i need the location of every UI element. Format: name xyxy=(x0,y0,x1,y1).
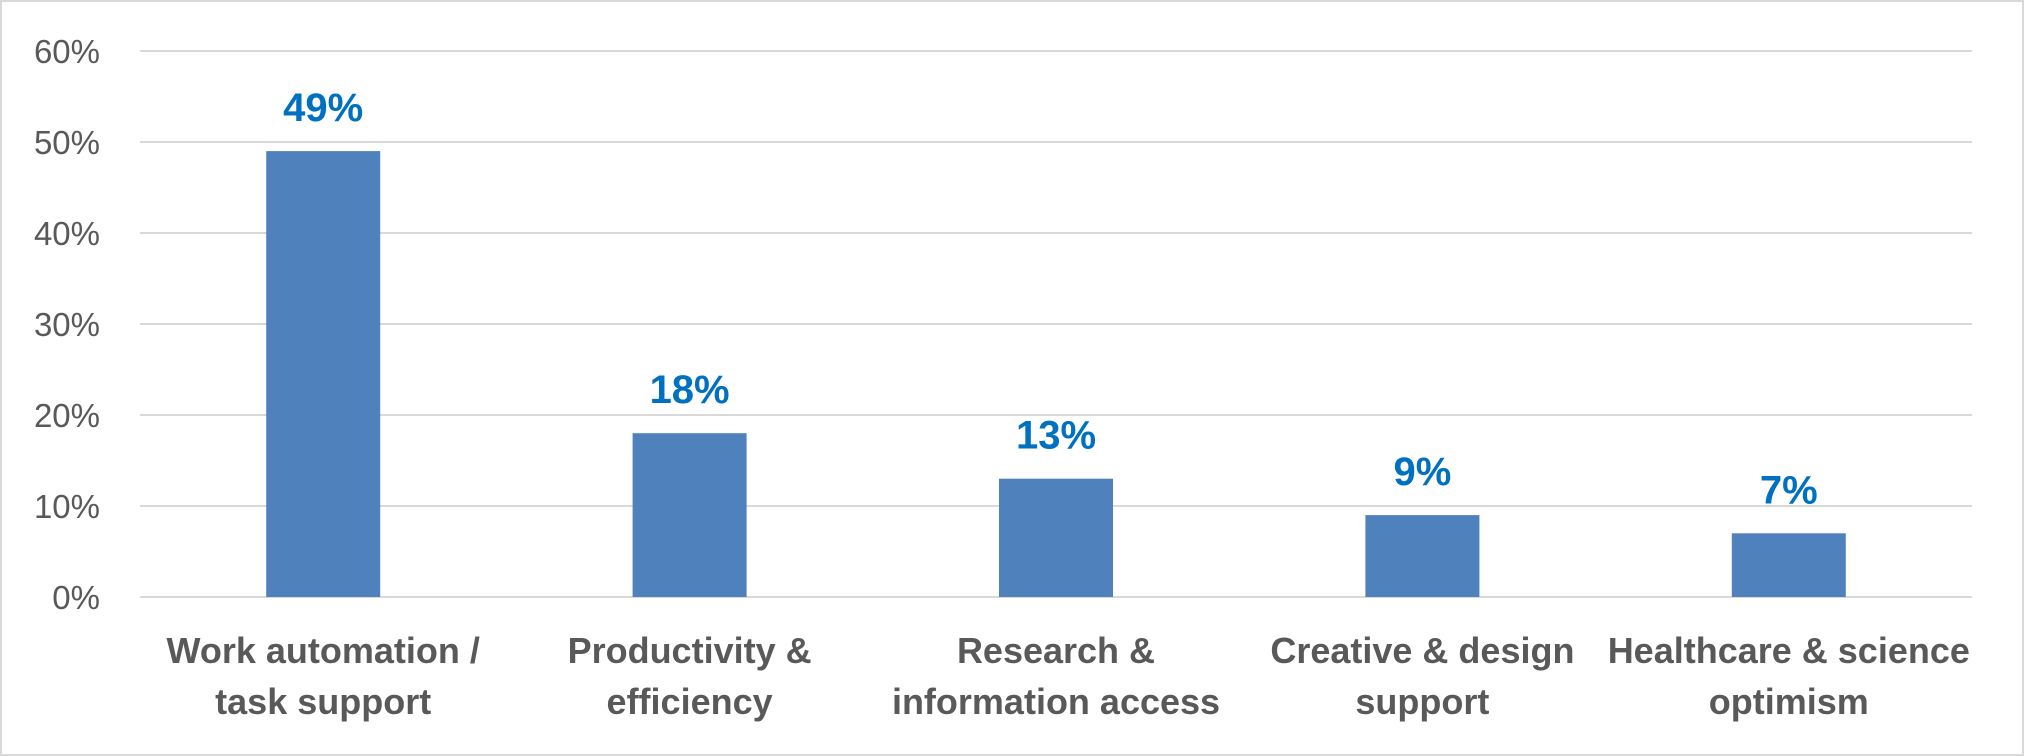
data-label: 13% xyxy=(1016,414,1096,458)
data-label: 49% xyxy=(283,86,363,130)
x-tick-label: Healthcare & science xyxy=(1608,630,1970,671)
y-tick-label: 0% xyxy=(52,579,100,616)
y-tick-label: 60% xyxy=(34,33,100,70)
data-label: 18% xyxy=(650,368,730,412)
x-tick-label: Work automation / xyxy=(167,630,480,671)
bar xyxy=(1365,515,1480,597)
x-tick-label: efficiency xyxy=(607,681,773,722)
x-tick-label: support xyxy=(1355,681,1489,722)
x-tick-label: Productivity & xyxy=(568,630,812,671)
x-tick-label: Research & xyxy=(957,630,1155,671)
y-tick-label: 30% xyxy=(34,306,100,343)
data-label: 9% xyxy=(1393,450,1451,494)
y-tick-label: 10% xyxy=(34,488,100,525)
x-tick-label: Creative & design xyxy=(1270,630,1574,671)
y-tick-label: 40% xyxy=(34,215,100,252)
bar xyxy=(266,151,381,597)
bar xyxy=(1731,533,1846,597)
x-tick-label: information access xyxy=(892,681,1220,722)
bar xyxy=(632,433,747,597)
y-tick-label: 50% xyxy=(34,124,100,161)
y-tick-label: 20% xyxy=(34,397,100,434)
data-label: 7% xyxy=(1760,468,1818,512)
x-tick-label: optimism xyxy=(1709,681,1869,722)
x-tick-label: task support xyxy=(215,681,431,722)
bar xyxy=(999,478,1113,597)
